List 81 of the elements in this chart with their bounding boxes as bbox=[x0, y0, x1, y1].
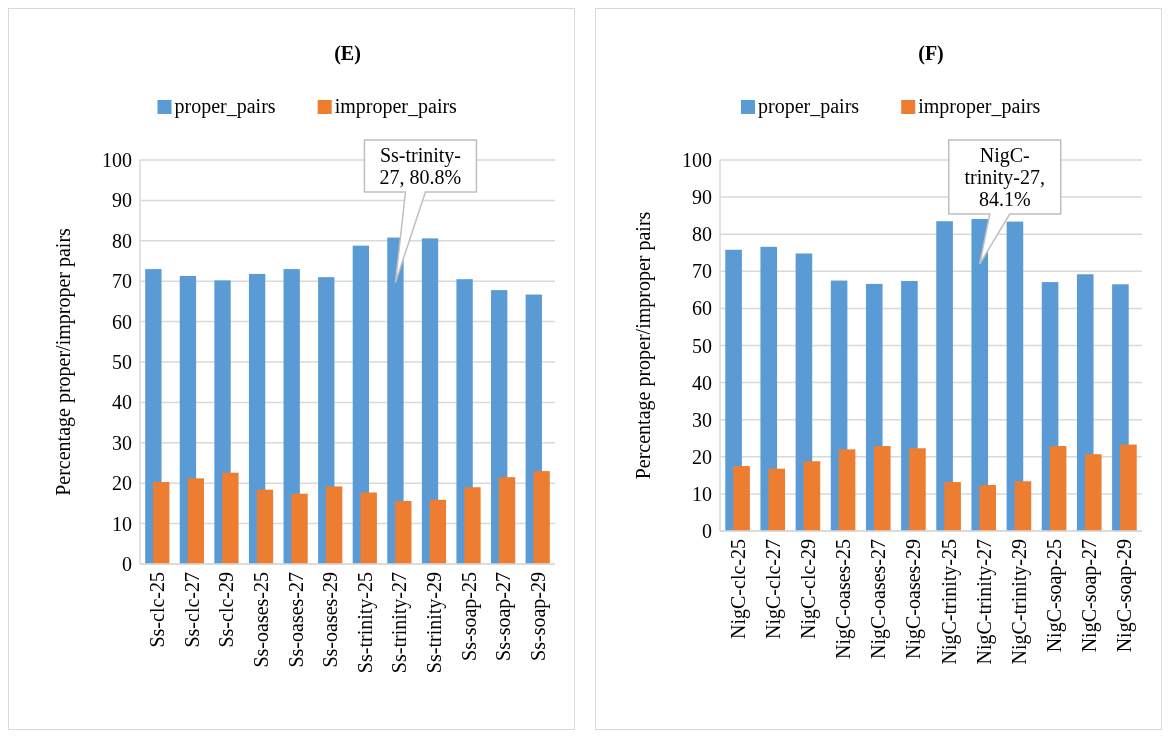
x-tick-label: Ss-clc-27 bbox=[180, 572, 203, 648]
y-tick-label: 90 bbox=[112, 189, 132, 212]
x-tick-label: NigC-clc-25 bbox=[726, 539, 750, 639]
y-tick-label: 0 bbox=[122, 553, 132, 575]
x-tick-label: NigC-oases-29 bbox=[902, 539, 926, 659]
x-tick-label: Ss-soap-29 bbox=[526, 572, 550, 661]
bar bbox=[360, 492, 377, 564]
bar bbox=[768, 468, 786, 531]
x-tick-label: NigC-trinity-25 bbox=[937, 539, 961, 665]
y-tick-label: 40 bbox=[692, 371, 712, 394]
y-tick-label: 80 bbox=[112, 229, 132, 252]
x-tick-label: NigC-trinity-29 bbox=[1007, 539, 1031, 665]
bar bbox=[944, 482, 961, 531]
bar bbox=[1084, 454, 1102, 531]
y-tick-label: 70 bbox=[112, 270, 132, 293]
x-tick-label: Ss-trinity-25 bbox=[353, 572, 377, 674]
bar bbox=[1014, 481, 1032, 531]
x-tick-label: Ss-soap-25 bbox=[457, 572, 481, 661]
y-tick-label: 80 bbox=[692, 223, 712, 246]
chart-title: (F) bbox=[918, 42, 944, 65]
y-tick-label: 30 bbox=[112, 431, 132, 454]
bar bbox=[187, 478, 204, 564]
x-tick-label: Ss-trinity-27 bbox=[388, 572, 412, 674]
y-tick-label: 100 bbox=[682, 149, 712, 171]
y-tick-label: 40 bbox=[112, 391, 132, 414]
x-tick-label: Ss-trinity-29 bbox=[422, 572, 446, 674]
legend-label: proper_pairs bbox=[758, 95, 860, 118]
bar bbox=[464, 487, 481, 564]
legend-label: improper_pairs bbox=[918, 95, 1041, 118]
x-tick-label: NigC-soap-25 bbox=[1043, 539, 1067, 653]
y-tick-label: 10 bbox=[112, 512, 132, 535]
legend-label: proper_pairs bbox=[174, 95, 276, 118]
y-axis-title: Percentage proper/improper pairs bbox=[632, 211, 655, 480]
bar bbox=[256, 489, 274, 564]
bar bbox=[498, 477, 516, 564]
y-tick-label: 90 bbox=[692, 186, 712, 209]
bar bbox=[533, 471, 550, 564]
bar bbox=[733, 466, 750, 531]
annotation: Ss-trinity-27, 80.8% bbox=[379, 143, 462, 188]
y-tick-label: 0 bbox=[702, 520, 712, 542]
x-tick-label: NigC-oases-25 bbox=[832, 539, 856, 659]
bar bbox=[325, 486, 343, 564]
y-tick-label: 10 bbox=[692, 482, 712, 505]
x-tick-label: NigC-clc-29 bbox=[796, 539, 820, 639]
chart-title: (E) bbox=[334, 42, 361, 65]
bar bbox=[429, 499, 447, 564]
x-tick-label: NigC-trinity-27 bbox=[972, 539, 996, 665]
y-tick-label: 70 bbox=[692, 260, 712, 283]
x-tick-label: Ss-oases-25 bbox=[250, 572, 273, 668]
x-tick-label: Ss-oases-29 bbox=[319, 572, 342, 668]
x-tick-label: NigC-clc-27 bbox=[761, 539, 785, 639]
y-tick-label: 100 bbox=[102, 149, 132, 171]
bar bbox=[222, 472, 239, 564]
y-tick-label: 20 bbox=[112, 472, 132, 495]
bar bbox=[979, 485, 997, 531]
bar bbox=[838, 449, 856, 531]
x-tick-label: Ss-oases-27 bbox=[284, 572, 307, 668]
bar bbox=[936, 221, 953, 531]
y-axis-title: Percentage proper/improper pairs bbox=[52, 227, 75, 496]
bar bbox=[1049, 446, 1067, 531]
y-tick-label: 60 bbox=[692, 297, 712, 320]
bar bbox=[909, 448, 926, 531]
y-tick-label: 60 bbox=[112, 310, 132, 333]
legend-label: improper_pairs bbox=[334, 95, 458, 118]
y-tick-label: 30 bbox=[692, 408, 712, 431]
annotation: NigC-trinity-27, 84.1% bbox=[964, 143, 1046, 210]
bar bbox=[1120, 444, 1137, 531]
bar bbox=[803, 461, 821, 531]
bar bbox=[291, 493, 308, 564]
y-tick-label: 50 bbox=[112, 351, 132, 373]
bar bbox=[873, 446, 891, 531]
bar bbox=[395, 500, 412, 564]
x-tick-label: NigC-oases-27 bbox=[867, 539, 891, 659]
y-tick-label: 50 bbox=[692, 334, 712, 357]
x-tick-label: Ss-clc-25 bbox=[146, 572, 169, 648]
x-tick-label: Ss-soap-27 bbox=[492, 572, 516, 661]
bar bbox=[153, 481, 170, 564]
x-tick-label: NigC-soap-27 bbox=[1078, 539, 1102, 653]
x-tick-label: Ss-clc-29 bbox=[215, 572, 238, 648]
y-tick-label: 20 bbox=[692, 445, 712, 468]
x-tick-label: NigC-soap-29 bbox=[1113, 539, 1137, 653]
